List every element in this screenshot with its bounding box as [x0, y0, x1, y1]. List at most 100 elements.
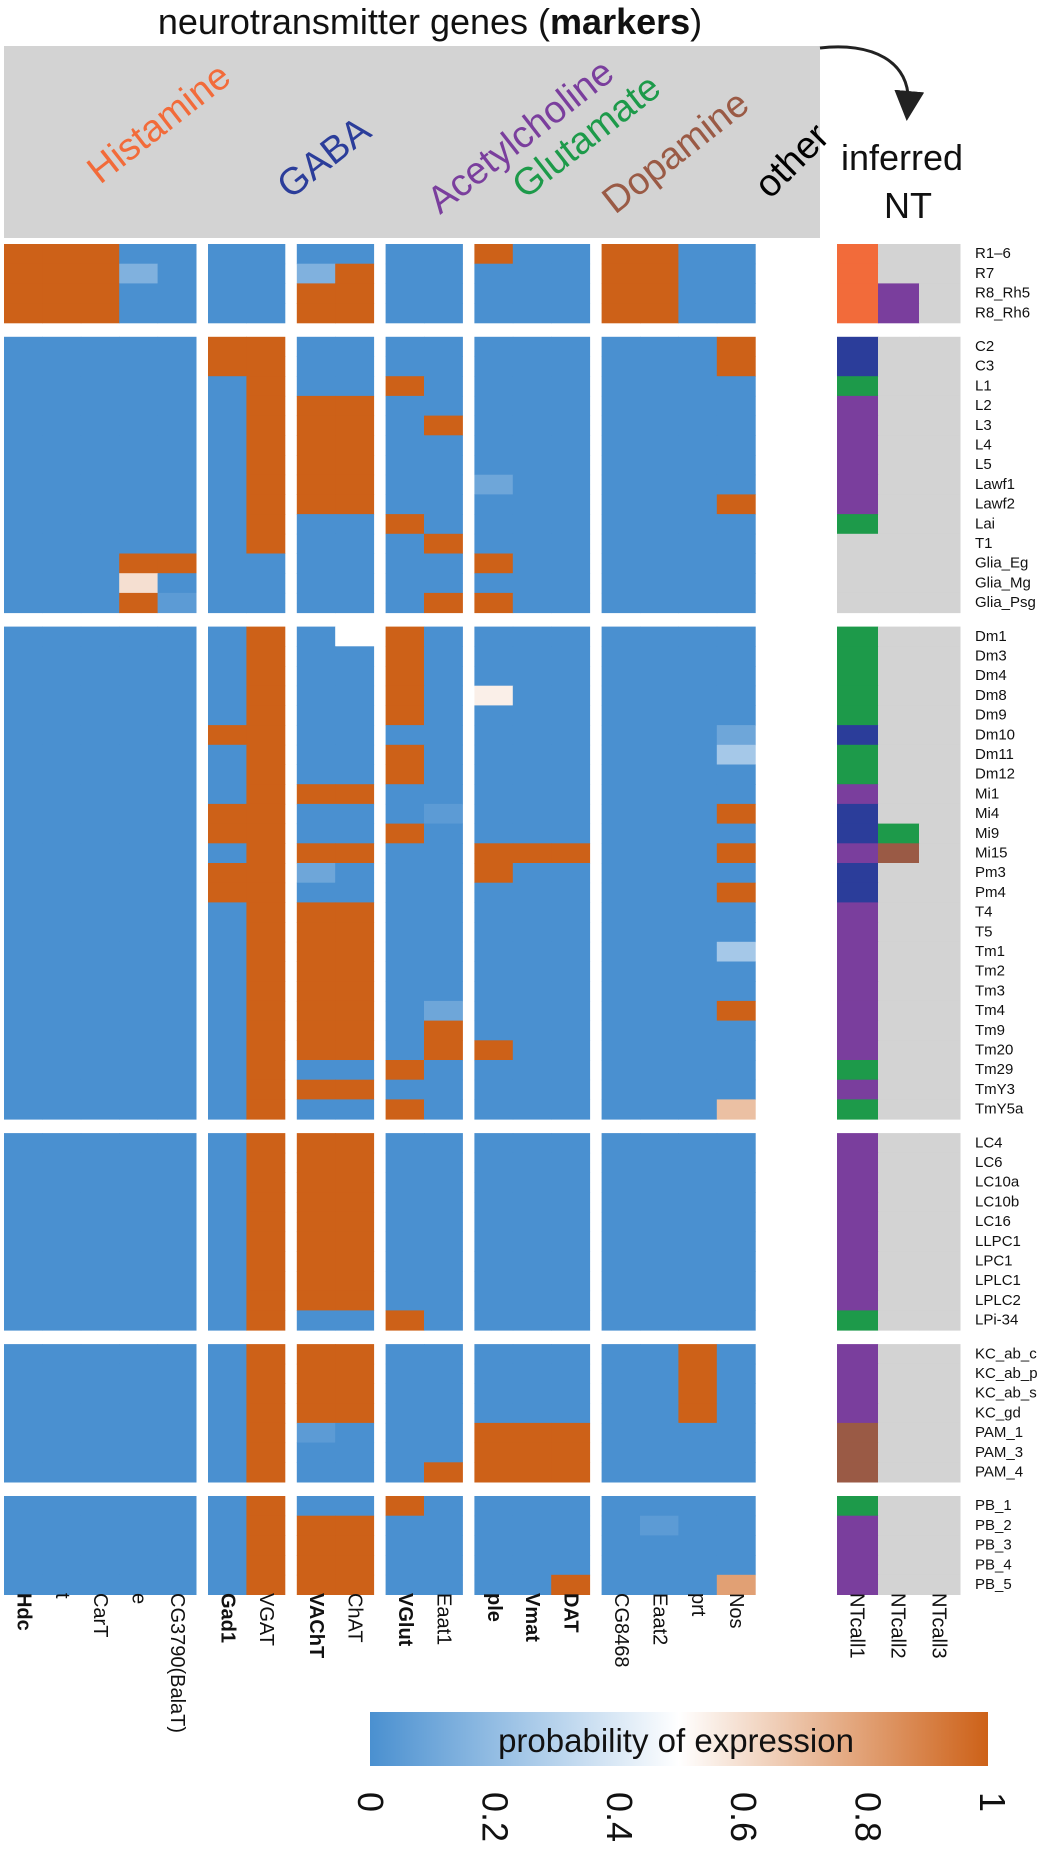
cell-R8_Rh6-e [119, 303, 159, 324]
cell-KC_gd-t [42, 1403, 82, 1424]
cell-T1-prt [678, 533, 718, 554]
cell-LPi-34-ChAT [335, 1310, 375, 1331]
cell-Mi4-CG8468 [601, 803, 641, 825]
cell-LC16-CG8468 [601, 1211, 641, 1233]
cell-PB_2-CG8468 [601, 1515, 641, 1536]
cell-Dm12-ple [474, 764, 514, 785]
cell-C2-t [42, 336, 82, 357]
cell-R8_Rh5-prt [678, 283, 718, 304]
cell-LPi-34-Vmat [512, 1310, 552, 1331]
cell-Tm4-ple [474, 1000, 514, 1022]
cell-Lawf2-ple [474, 494, 514, 515]
row-label: TmY3 [975, 1081, 1015, 1098]
cell-T1-Nos [716, 533, 756, 554]
cell-LPi-34-Eaat1 [424, 1310, 463, 1331]
cell-LC6-ple [474, 1152, 514, 1173]
cell-Dm11-VAChT [296, 744, 336, 765]
cell-Tm9-CarT [80, 1020, 120, 1041]
cell-LPLC2-Hdc [4, 1290, 43, 1311]
cell-Dm4-Eaat2 [640, 666, 679, 687]
cell-Tm29-Gad1 [208, 1060, 247, 1081]
cell-PB_3-CarT [80, 1535, 120, 1556]
column-label-vmat: Vmat [521, 1593, 543, 1642]
cell-Tm1-Nos [716, 941, 756, 962]
cell-LC16-VAChT [296, 1211, 336, 1233]
cell-Tm4-t [42, 1000, 82, 1022]
cell-Pm4-e [119, 882, 159, 903]
nt-cell-Glia_Eg-NTcall2 [878, 553, 920, 574]
cell-Tm4-DAT [551, 1000, 591, 1022]
row-label: Dm8 [975, 687, 1007, 704]
cell-Pm3-Nos [716, 863, 756, 884]
cell-Tm2-Eaat1 [424, 961, 463, 982]
nt-cell-Mi9-NTcall1 [837, 823, 879, 844]
cell-Mi4-VAChT [296, 803, 336, 825]
cell-R8_Rh6-CG8468 [601, 303, 641, 324]
cell-PB_1-Eaat1 [424, 1496, 463, 1517]
cell-Tm29-VGAT [246, 1060, 286, 1081]
cell-KC_ab_p-Hdc [4, 1363, 43, 1384]
cell-Lai-Gad1 [208, 514, 247, 535]
cell-Dm1-Hdc [4, 626, 43, 647]
nt-cell-Dm12-NTcall2 [878, 764, 920, 785]
cell-LPLC1-ple [474, 1271, 514, 1292]
cell-T1-Gad1 [208, 533, 247, 554]
cell-PB_5-CarT [80, 1574, 120, 1595]
cell-Mi1-CarT [80, 784, 120, 805]
cell-R8_Rh6-ChAT [335, 303, 375, 324]
cell-PB_5-Hdc [4, 1574, 43, 1595]
cell-LPLC2-Gad1 [208, 1290, 247, 1311]
cell-Dm11-Gad1 [208, 744, 247, 765]
cell-Glia_Psg-prt [678, 592, 718, 614]
cell-Tm4-CG3790(BalaT) [157, 1000, 197, 1022]
cell-Dm12-prt [678, 764, 718, 785]
cell-R1–6-Vmat [512, 244, 552, 265]
cell-L2-prt [678, 395, 718, 417]
cell-KC_ab_c-Nos [716, 1344, 756, 1365]
row-label: Lai [975, 515, 995, 532]
cell-Lai-CG3790(BalaT) [157, 514, 197, 535]
cell-Dm10-DAT [551, 725, 591, 746]
cell-Glia_Mg-CarT [80, 573, 120, 594]
cell-Tm29-Eaat2 [640, 1060, 679, 1081]
cell-C3-ple [474, 356, 514, 377]
cell-PB_4-CG8468 [601, 1555, 641, 1576]
cell-L3-Eaat1 [424, 415, 463, 436]
cell-LPi-34-VAChT [296, 1310, 336, 1331]
cell-Tm1-DAT [551, 941, 591, 962]
cell-R7-Hdc [4, 263, 43, 284]
cell-Dm9-Eaat1 [424, 705, 463, 726]
cell-R7-Gad1 [208, 263, 247, 284]
cell-KC_ab_c-CG3790(BalaT) [157, 1344, 197, 1365]
nt-cell-LLPC1-NTcall3 [919, 1231, 961, 1252]
cell-R7-t [42, 263, 82, 284]
cell-Dm10-Hdc [4, 725, 43, 746]
cell-L4-Vmat [512, 435, 552, 456]
cell-KC_ab_c-DAT [551, 1344, 591, 1365]
cell-Dm9-CG3790(BalaT) [157, 705, 197, 726]
row-label: Tm20 [975, 1042, 1013, 1059]
cell-PAM_3-ChAT [335, 1442, 375, 1463]
row-label: C2 [975, 338, 994, 355]
cell-KC_ab_c-Eaat2 [640, 1344, 679, 1365]
cell-Dm9-ple [474, 705, 514, 726]
cell-LC10a-Nos [716, 1172, 756, 1193]
row-label: L2 [975, 397, 992, 414]
cell-L5-ple [474, 455, 514, 476]
cell-Mi1-prt [678, 784, 718, 805]
cell-Mi9-ple [474, 823, 514, 844]
cell-KC_gd-Nos [716, 1403, 756, 1424]
cell-Glia_Eg-ChAT [335, 553, 375, 574]
nt-cell-PAM_3-NTcall3 [919, 1442, 961, 1463]
cell-Dm11-ple [474, 744, 514, 765]
cell-T1-ple [474, 533, 514, 554]
cell-R7-Nos [716, 263, 756, 284]
cell-L1-CG3790(BalaT) [157, 376, 197, 397]
cell-PB_3-e [119, 1535, 159, 1556]
cell-Glia_Eg-CarT [80, 553, 120, 574]
cell-Mi15-ple [474, 843, 514, 864]
cell-Pm3-ple [474, 863, 514, 884]
cell-Dm12-Eaat1 [424, 764, 463, 785]
cell-L5-VGlut [385, 455, 425, 476]
cell-PB_4-Hdc [4, 1555, 43, 1576]
